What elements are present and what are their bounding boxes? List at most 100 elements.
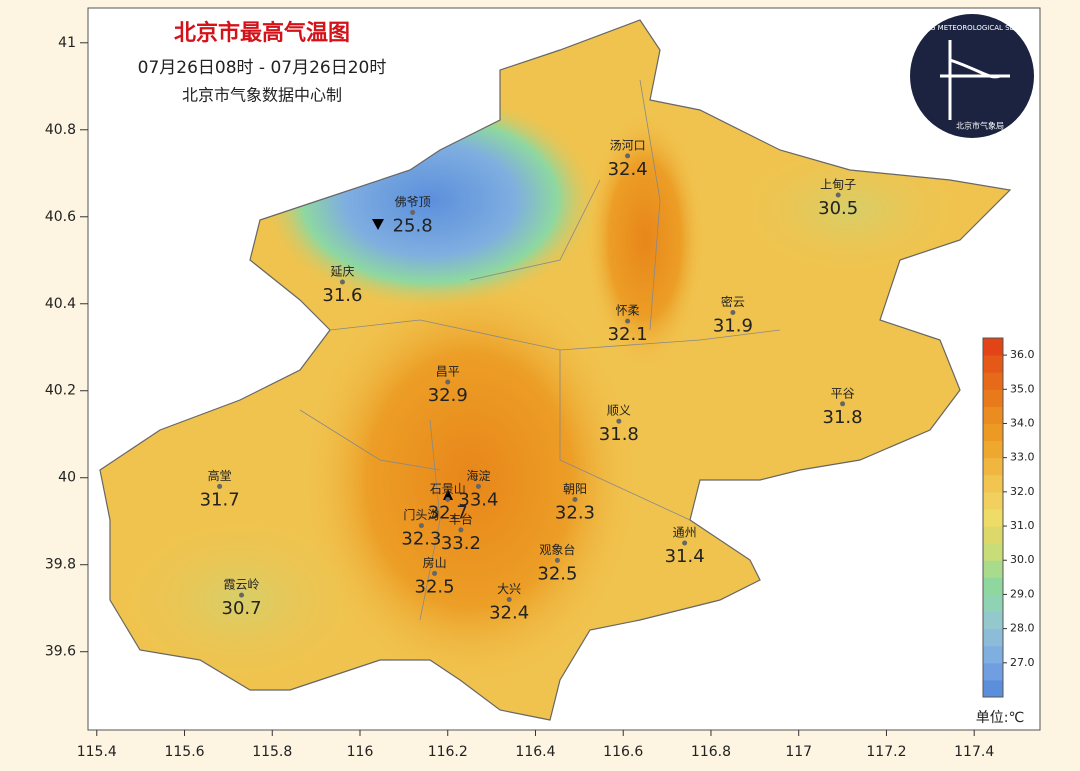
x-tick-label: 116.6	[603, 744, 643, 760]
station-value: 31.9	[713, 315, 753, 336]
x-tick-label: 116.2	[428, 744, 468, 760]
station-dot	[475, 483, 481, 489]
station-name: 佛爷顶	[395, 195, 431, 209]
station-value: 30.5	[818, 198, 858, 219]
station-value: 32.4	[608, 159, 648, 180]
station-value: 31.6	[322, 285, 362, 306]
x-tick-label: 115.6	[164, 744, 204, 760]
district-border	[299, 79, 781, 621]
station-name: 大兴	[497, 582, 521, 596]
colorbar-band	[983, 679, 1003, 698]
colorbar-tick-label: 31.0	[1010, 519, 1035, 532]
station-dot	[554, 557, 560, 563]
colorbar-tick-label: 34.0	[1010, 416, 1035, 429]
station-dot	[239, 592, 245, 598]
x-tick-label: 117.2	[866, 744, 906, 760]
station-name: 昌平	[436, 365, 460, 379]
y-tick-label: 40.4	[45, 296, 76, 312]
colorbar-band	[983, 474, 1003, 493]
colorbar-band	[983, 508, 1003, 527]
unit-label: 单位:℃	[976, 710, 1024, 726]
logo-text-cn: 北京市气象局	[956, 121, 1004, 131]
map-title: 北京市最高气温图	[174, 20, 350, 46]
station-name: 海淀	[466, 468, 490, 483]
logo-emblem	[940, 40, 1010, 120]
max-marker	[443, 489, 453, 500]
colorbar-band	[983, 577, 1003, 595]
station-dot	[418, 523, 424, 529]
station-name: 平谷	[831, 386, 855, 400]
x-tick-label: 116	[347, 744, 374, 760]
station-dot	[217, 483, 223, 489]
station-dot	[410, 209, 416, 215]
colorbar-band	[983, 338, 1003, 356]
station-value: 33.4	[458, 489, 498, 510]
station-value: 31.4	[665, 546, 705, 567]
station-value: 31.8	[599, 424, 639, 445]
colorbar-band	[983, 440, 1003, 459]
colorbar-band	[983, 594, 1003, 613]
station-name: 顺义	[607, 404, 631, 418]
station-dot	[458, 527, 464, 533]
station-name: 密云	[721, 294, 745, 309]
y-tick-label: 39.6	[45, 644, 76, 660]
station-dot	[682, 540, 688, 546]
station-value: 32.9	[428, 385, 468, 406]
colorbar-tick-label: 29.0	[1010, 587, 1035, 600]
colorbar-tick-label: 32.0	[1010, 485, 1035, 498]
logo: BEIJING METEOROLOGICAL SERVICE 北京市气象局	[909, 14, 1035, 138]
colorbar-tick-label: 36.0	[1010, 348, 1035, 361]
station-name: 高堂	[208, 468, 232, 483]
x-tick-label: 115.8	[252, 744, 292, 760]
station-dot	[432, 570, 438, 576]
station-dot	[445, 496, 451, 502]
station-name: 门头沟	[403, 507, 439, 522]
y-tick-label: 40.8	[45, 122, 76, 138]
colorbar-band	[983, 560, 1003, 578]
station-name: 丰台	[449, 511, 473, 526]
station-dot	[445, 379, 451, 385]
station-dot	[572, 496, 578, 502]
station-value: 32.7	[428, 502, 468, 523]
y-tick-label: 40.6	[45, 209, 76, 225]
colorbar-band	[983, 423, 1003, 442]
x-tick-label: 116.8	[691, 744, 731, 760]
station-dot	[835, 192, 841, 198]
x-tick-label: 117.4	[954, 744, 994, 760]
station-value: 33.2	[441, 533, 481, 554]
colorbar-band	[983, 645, 1003, 664]
station-value: 31.7	[200, 489, 240, 510]
y-tick-label: 40	[58, 470, 76, 486]
station-dot	[506, 597, 512, 603]
y-tick-label: 40.2	[45, 383, 76, 399]
station-name: 怀柔	[616, 304, 640, 318]
y-tick-label: 39.8	[45, 557, 76, 573]
station-value: 32.3	[555, 502, 595, 523]
producer: 北京市气象数据中心制	[182, 86, 342, 105]
station-dot	[625, 153, 631, 159]
colorbar-tick-label: 27.0	[1010, 656, 1035, 669]
station-value: 32.4	[489, 603, 529, 624]
station-name: 通州	[673, 525, 697, 539]
station-value: 32.5	[415, 576, 455, 597]
station-dot	[730, 309, 736, 315]
station-dot	[339, 279, 345, 285]
station-dot	[616, 418, 622, 424]
colorbar-band	[983, 628, 1003, 647]
colorbar-band	[983, 406, 1003, 424]
colorbar-band	[983, 662, 1003, 681]
station-name: 朝阳	[563, 482, 587, 496]
colorbar-frame	[982, 337, 1004, 698]
time-range: 07月26日08时 - 07月26日20时	[138, 58, 387, 78]
colorbar-band	[983, 389, 1003, 407]
station-name: 霞云岭	[224, 578, 260, 592]
x-tick-label: 117	[785, 744, 812, 760]
logo-text-en: BEIJING METEOROLOGICAL SERVICE	[909, 24, 1034, 32]
field-warm	[300, 270, 640, 690]
station-name: 延庆	[330, 265, 354, 279]
station-dot	[625, 318, 631, 324]
colorbar-tick-label: 28.0	[1010, 622, 1035, 635]
station-dot	[840, 401, 846, 407]
station-name: 上甸子	[820, 178, 856, 192]
